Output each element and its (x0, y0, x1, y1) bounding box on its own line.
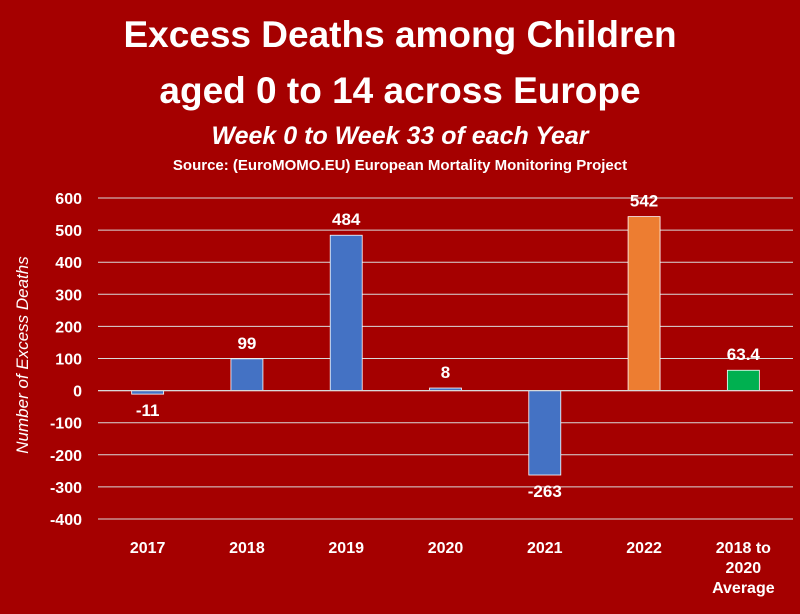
y-tick-label: 300 (55, 287, 82, 304)
bar (329, 234, 363, 391)
x-tick-label: 2020 (428, 540, 464, 557)
x-tick-label: 2020 (726, 560, 762, 577)
chart-subtitle: Week 0 to Week 33 of each Year (211, 122, 589, 150)
y-tick-label: 600 (55, 191, 82, 208)
x-tick-label: 2021 (527, 540, 563, 557)
x-tick-label: 2017 (130, 540, 166, 557)
data-label: -263 (528, 482, 562, 501)
data-label: -11 (136, 401, 160, 420)
bar (528, 390, 562, 476)
x-tick-label: 2018 to (716, 540, 771, 557)
x-tick-label: 2019 (328, 540, 364, 557)
data-label: 99 (237, 334, 256, 353)
data-label: 63.4 (727, 345, 761, 364)
y-tick-label: 200 (55, 319, 82, 336)
y-tick-label: -400 (50, 512, 82, 529)
bar (230, 358, 264, 392)
y-tick-label: -300 (50, 480, 82, 497)
data-label: 484 (332, 210, 361, 229)
chart-title-line-1: Excess Deaths among Children (123, 14, 677, 55)
x-tick-label: 2018 (229, 540, 265, 557)
x-tick-label: Average (712, 580, 775, 597)
bar (726, 369, 760, 391)
bar (627, 216, 661, 391)
x-tick-label: 2022 (626, 540, 662, 557)
y-tick-label: -100 (50, 416, 82, 433)
data-label: 8 (441, 363, 450, 382)
y-tick-label: 400 (55, 255, 82, 272)
y-tick-label: 0 (73, 384, 82, 401)
data-label: 542 (630, 192, 658, 211)
y-tick-label: -200 (50, 448, 82, 465)
chart-source: Source: (EuroMOMO.EU) European Mortality… (172, 157, 628, 174)
chart-title-line-2: aged 0 to 14 across Europe (159, 70, 641, 111)
y-axis-label: Number of Excess Deaths (13, 256, 32, 454)
y-tick-label: 500 (55, 223, 82, 240)
y-tick-label: 100 (55, 352, 82, 369)
